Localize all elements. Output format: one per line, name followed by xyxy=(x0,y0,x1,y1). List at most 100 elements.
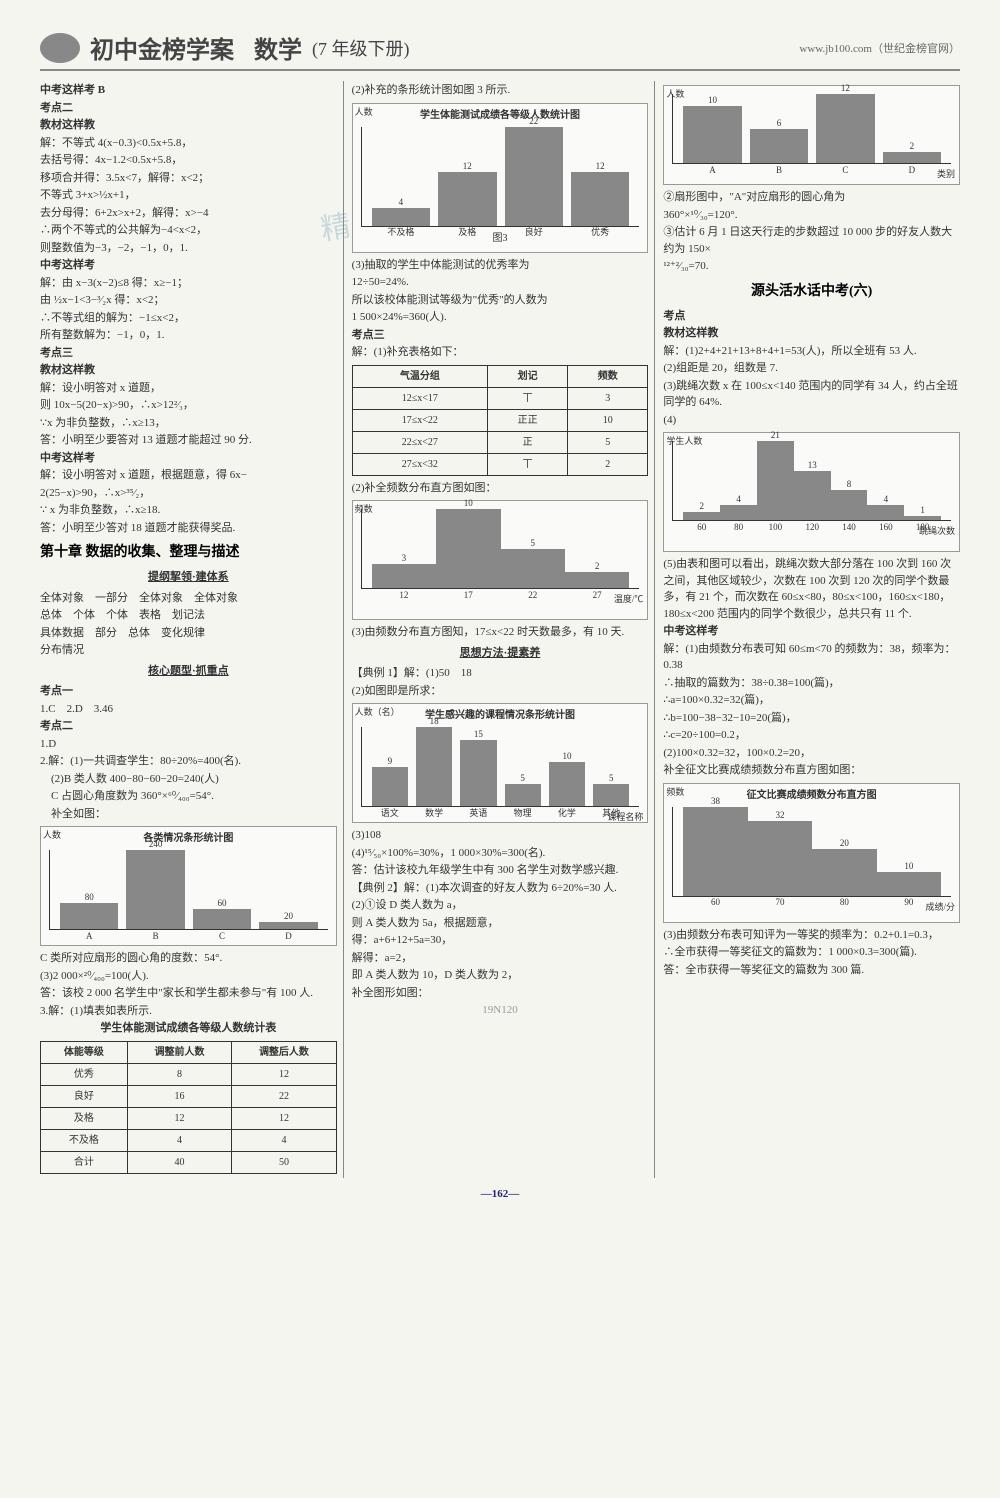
table-row: 不及格44 xyxy=(41,1129,337,1151)
bar: 1710 xyxy=(436,509,500,588)
bar: 不及格4 xyxy=(372,208,430,226)
bar: 化学10 xyxy=(549,762,585,806)
y-label: 人数 xyxy=(666,88,684,102)
table-cell: 22≤x<27 xyxy=(352,431,487,453)
table-cell: 40 xyxy=(127,1151,231,1173)
bar: 良好22 xyxy=(505,127,563,226)
bar: C12 xyxy=(816,94,874,163)
bar: 602 xyxy=(683,512,720,520)
text: 360°×¹⁰⁄₃₀=120°. xyxy=(663,207,960,224)
text: 解：设小明答对 x 道题，根据题意，得 6x− xyxy=(40,467,337,484)
text: 答：该校 2 000 名学生中"家长和学生都未参与"有 100 人. xyxy=(40,985,337,1002)
text: 则整数值为−3，−2，−1，0，1. xyxy=(40,240,337,257)
table-cell: 及格 xyxy=(41,1107,128,1129)
text: 考点三 xyxy=(352,327,649,344)
text: (2)组距是 20，组数是 7. xyxy=(663,360,960,377)
table-row: 及格1212 xyxy=(41,1107,337,1129)
text: 中考这样考 B xyxy=(40,82,337,99)
table-cell: 8 xyxy=(127,1063,231,1085)
text: (2)B 类人数 400−80−60−20=240(人) xyxy=(40,771,337,788)
bar: 1801 xyxy=(904,516,941,520)
section-header: 提纲挈领·建体系 xyxy=(40,569,337,586)
table-cell: 丅 xyxy=(488,387,568,409)
bar: A80 xyxy=(60,903,118,929)
section-header: 思想方法·提素养 xyxy=(352,645,649,662)
text: C 占圆心角度数为 360°×⁶⁰⁄₄₀₀=54°. xyxy=(40,788,337,805)
footer-id: 19N120 xyxy=(352,1002,649,1019)
text: ∴b=100−38−32−10=20(篇)， xyxy=(663,710,960,727)
text: 由 ½x−1<3−³⁄₂x 得：x<2； xyxy=(40,292,337,309)
text: 教材这样教 xyxy=(40,362,337,379)
text: 3.解：(1)填表如表所示. xyxy=(40,1003,337,1020)
table-cell: 3 xyxy=(568,387,648,409)
table-cell: 良好 xyxy=(41,1085,128,1107)
text: (2)①设 D 类人数为 a， xyxy=(352,897,649,914)
bar: 物理5 xyxy=(505,784,541,806)
text: 考点三 xyxy=(40,345,337,362)
text: 解：由 x−3(x−2)≤8 得：x≥−1； xyxy=(40,275,337,292)
y-label: 频数 xyxy=(355,503,373,517)
text: 12÷50=24%. xyxy=(352,274,649,291)
text: 不等式 3+x>½x+1， xyxy=(40,187,337,204)
table-cell: 4 xyxy=(127,1129,231,1151)
table-cell: 17≤x<22 xyxy=(352,409,487,431)
text: ∵ x 为非负整数，∴x≥18. xyxy=(40,502,337,519)
bar: 其他5 xyxy=(593,784,629,806)
text: (2)补全频数分布直方图如图： xyxy=(352,480,649,497)
logo-icon xyxy=(40,33,80,63)
text: ¹²⁺²⁄₃₀=70. xyxy=(663,258,960,275)
text: 具体数据 部分 总体 变化规律 xyxy=(40,625,337,642)
text: 教材这样教 xyxy=(40,117,337,134)
histogram-3: 征文比赛成绩频数分布直方图 频数 6038703280209010 成绩/分 xyxy=(663,783,960,923)
text: 移项合并得：3.5x<7，解得：x<2； xyxy=(40,170,337,187)
text: (2)100×0.32=32，100×0.2=20， xyxy=(663,745,960,762)
table-cell: 5 xyxy=(568,431,648,453)
table-header: 调整后人数 xyxy=(232,1041,336,1063)
text: 解：(1)2+4+21+13+8+4+1=53(人)，所以全班有 53 人. xyxy=(663,343,960,360)
text: 分布情况 xyxy=(40,642,337,659)
table-row: 17≤x<22正正10 xyxy=(352,409,648,431)
table-cell: 22 xyxy=(232,1085,336,1107)
text: 去分母得：6+2x>x+2，解得：x>−4 xyxy=(40,205,337,222)
bar: A10 xyxy=(683,106,741,164)
bar-chart-1: 各类情况条形统计图 人数 A80B240C60D20 xyxy=(40,826,337,946)
text: (3)跳绳次数 x 在 100≤x<140 范围内的同学有 34 人，约占全班同… xyxy=(663,378,960,411)
bar: 8020 xyxy=(812,849,876,896)
y-label: 人数 xyxy=(355,106,373,120)
bar: 优秀12 xyxy=(571,172,629,226)
text: 补全如图： xyxy=(40,806,337,823)
text: (2)如图即是所求： xyxy=(352,683,649,700)
bar: B6 xyxy=(750,129,808,164)
column-2: (2)补充的条形统计图如图 3 所示. 学生体能测试成绩各等级人数统计图 人数 … xyxy=(352,81,656,1178)
bar: 英语15 xyxy=(460,740,496,806)
grade: (7 年级下册) xyxy=(312,35,410,61)
bar: 10021 xyxy=(757,441,794,520)
text: 中考这样考 xyxy=(40,450,337,467)
table-cell: 12≤x<17 xyxy=(352,387,487,409)
bar: 12013 xyxy=(794,471,831,520)
text: 解：(1)由频数分布表可知 60≤m<70 的频数为：38，频率为：0.38 xyxy=(663,641,960,674)
y-label: 学生人数 xyxy=(666,435,702,449)
text: ∵x 为非负整数，∴x≥13， xyxy=(40,415,337,432)
table-cell: 优秀 xyxy=(41,1063,128,1085)
text: 考点 xyxy=(663,308,960,325)
bar: D2 xyxy=(883,152,941,164)
table-cell: 10 xyxy=(568,409,648,431)
table-cell: 丅 xyxy=(488,453,568,475)
table-cell: 50 xyxy=(232,1151,336,1173)
text: 总体 个体 个体 表格 划记法 xyxy=(40,607,337,624)
table-cell: 16 xyxy=(127,1085,231,1107)
bar: 123 xyxy=(372,564,436,588)
bar: 7032 xyxy=(748,821,812,896)
chapter-title: 第十章 数据的收集、整理与描述 xyxy=(40,542,337,563)
bar-chart-2: 学生体能测试成绩各等级人数统计图 人数 不及格4及格12良好22优秀12 图3 xyxy=(352,103,649,253)
text: 中考这样考 xyxy=(40,257,337,274)
text: C 类所对应扇形的圆心角的度数：54°. xyxy=(40,950,337,967)
text: 考点一 xyxy=(40,683,337,700)
text: 解得：a=2， xyxy=(352,950,649,967)
bar-chart-3: 学生感兴趣的课程情况条形统计图 人数（名） 语文9数学18英语15物理5化学10… xyxy=(352,703,649,823)
text: ②扇形图中，"A"对应扇形的圆心角为 xyxy=(663,189,960,206)
text: 2.解：(1)一共调查学生：80÷20%=400(名). xyxy=(40,753,337,770)
text: (3)由频数分布表可知评为一等奖的频率为：0.2+0.1=0.3， xyxy=(663,927,960,944)
text: (3)108 xyxy=(352,827,649,844)
